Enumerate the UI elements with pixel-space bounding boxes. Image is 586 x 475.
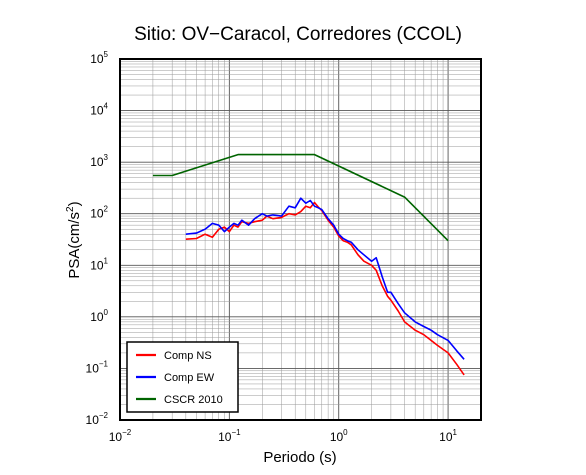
series-line-2 xyxy=(185,197,465,360)
x-axis-label: Periodo (s) xyxy=(263,449,336,466)
legend: Comp NS Comp EW CSCR 2010 xyxy=(126,341,239,413)
x-tick-label: 10−2 xyxy=(109,428,132,444)
y-axis-label-close: ) xyxy=(66,201,83,206)
y-tick-label: 103 xyxy=(90,153,108,169)
x-ticks: 10−2 10−1 100 101 xyxy=(109,428,458,444)
series-layer xyxy=(152,153,465,376)
x-tick-label: 100 xyxy=(330,428,348,444)
y-tick-label: 104 xyxy=(90,102,108,118)
legend-label: CSCR 2010 xyxy=(164,394,223,406)
legend-label: Comp NS xyxy=(164,350,212,362)
y-axis-label: PSA(cm/s2) xyxy=(65,201,83,278)
y-tick-label: 10−2 xyxy=(86,411,109,427)
legend-label: Comp EW xyxy=(164,372,215,384)
series-line-3 xyxy=(152,153,449,242)
y-ticks: 10−2 10−1 100 101 102 103 104 105 xyxy=(86,50,109,427)
chart-title: Sitio: OV−Caracol, Corredores (CCOL) xyxy=(134,24,462,45)
y-tick-label: 102 xyxy=(90,205,108,221)
y-tick-label: 10−1 xyxy=(86,359,109,375)
y-axis-label-sup: 2 xyxy=(65,206,76,212)
y-axis-label-main: PSA(cm/s xyxy=(66,212,83,279)
y-tick-label: 101 xyxy=(90,256,108,272)
grid xyxy=(119,58,482,421)
plot-frame xyxy=(119,58,482,421)
y-tick-label: 100 xyxy=(90,308,108,324)
x-tick-label: 101 xyxy=(439,428,457,444)
y-tick-label: 105 xyxy=(90,50,108,66)
x-tick-label: 10−1 xyxy=(218,428,241,444)
